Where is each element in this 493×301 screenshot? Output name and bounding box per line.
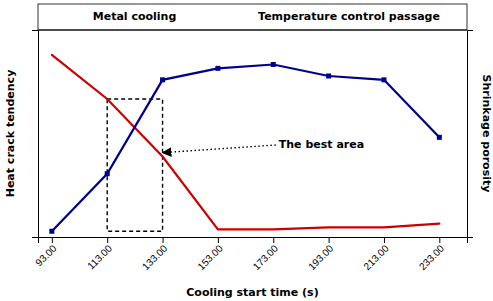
- series-line: [52, 55, 439, 229]
- annotation-text: The best area: [279, 138, 364, 151]
- plot: Metal cooling Temperature control passage…: [32, 4, 473, 272]
- x-tick: 233.00: [417, 237, 447, 272]
- x-tick: 173.00: [251, 237, 281, 272]
- x-axis-line: [39, 238, 468, 244]
- marks: [49, 55, 441, 234]
- x-tick: 153.00: [195, 237, 225, 272]
- series-markers: [49, 62, 441, 234]
- header-band: [38, 4, 467, 30]
- x-tick-mark: [163, 237, 164, 243]
- x-tick-mark: [52, 237, 53, 243]
- x-tick-label: 93.00: [33, 242, 59, 268]
- x-tick: 193.00: [306, 237, 336, 272]
- header-text: Metal cooling: [93, 10, 177, 23]
- annotation-arrow: [163, 145, 276, 153]
- best-area-box: [107, 99, 162, 231]
- y2-axis: [468, 31, 474, 238]
- x-tick-label: 153.00: [195, 242, 225, 272]
- point: [271, 62, 276, 67]
- x-tick: 213.00: [361, 237, 391, 272]
- point: [215, 66, 220, 71]
- x-axis-title: Cooling start time (s): [186, 286, 318, 299]
- x-tick-mark: [218, 237, 219, 243]
- x-tick-label: 213.00: [361, 242, 391, 272]
- y-axis-line: [32, 31, 39, 238]
- point: [160, 77, 165, 82]
- point: [381, 77, 386, 82]
- y-axis-title: Heat crack tendency: [4, 70, 17, 198]
- point: [105, 171, 110, 176]
- header-text: Temperature control passage: [258, 10, 440, 23]
- y2-axis-title: Shrinkage porosity: [480, 75, 493, 193]
- x-tick-label: 233.00: [417, 242, 447, 272]
- chart: Metal cooling Temperature control passage…: [0, 0, 493, 301]
- x-tick-label: 133.00: [140, 242, 170, 272]
- y-axis: [32, 31, 39, 238]
- x-tick: 93.00: [33, 237, 59, 268]
- header: Metal cooling Temperature control passage: [38, 4, 467, 30]
- point: [326, 74, 331, 79]
- x-tick: 113.00: [85, 237, 114, 272]
- x-tick-label: 193.00: [306, 242, 336, 272]
- x-tick-mark: [384, 237, 385, 243]
- x-tick-mark: [107, 237, 108, 243]
- x-axis: 93.00 113.00 133.00 153.00 173.00 193.00 213.0…: [33, 237, 467, 272]
- series-line: [52, 65, 439, 232]
- x-tick: 133.00: [140, 237, 170, 272]
- x-tick-mark: [273, 237, 274, 243]
- x-tick-label: 173.00: [251, 242, 281, 272]
- x-tick-mark: [329, 237, 330, 243]
- x-tick-label: 113.00: [85, 242, 114, 271]
- y2-axis-line: [468, 31, 474, 238]
- x-tick-mark: [439, 237, 440, 243]
- plot-frame-top: [38, 30, 467, 31]
- point: [437, 135, 442, 140]
- point: [49, 229, 54, 234]
